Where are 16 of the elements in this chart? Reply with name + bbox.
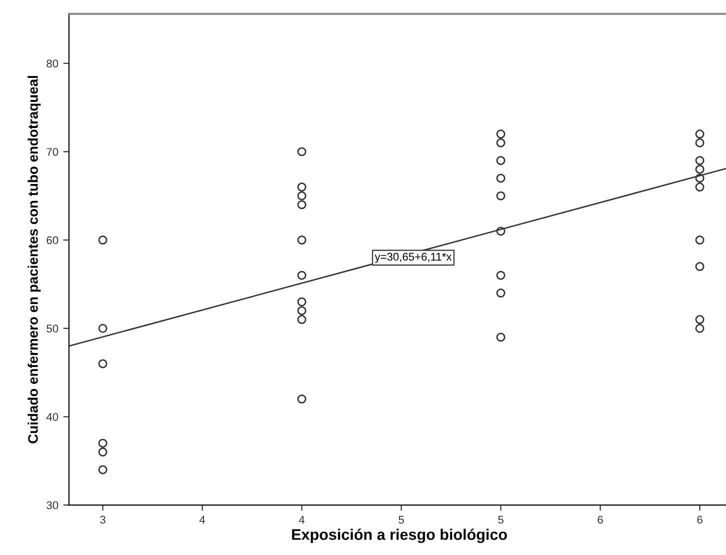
y-tick-label: 80 xyxy=(46,60,58,68)
annotation: y=30,65+6,11*x xyxy=(374,252,452,263)
x-axis-title: Exposición a riesgo biológico xyxy=(292,528,507,544)
x-tick-label: 6 xyxy=(697,516,702,524)
x-tick-label: 5 xyxy=(398,516,404,524)
y-tick-label: 60 xyxy=(46,236,58,244)
y-tick-label: 70 xyxy=(46,148,58,156)
y-tick-label: 30 xyxy=(46,501,58,510)
x-tick-label: 6 xyxy=(598,516,603,524)
y-tick-label: 50 xyxy=(46,324,58,333)
y-axis-title: Cuidado enfermero en pacientes con tubo endotraqueal xyxy=(28,76,41,444)
x-tick-label: 3 xyxy=(100,516,106,524)
x-tick-label: 5 xyxy=(498,516,504,524)
x-tick-label: 4 xyxy=(199,516,206,524)
x-tick-label: 4 xyxy=(298,516,305,524)
y-tick-label: 40 xyxy=(46,412,58,421)
